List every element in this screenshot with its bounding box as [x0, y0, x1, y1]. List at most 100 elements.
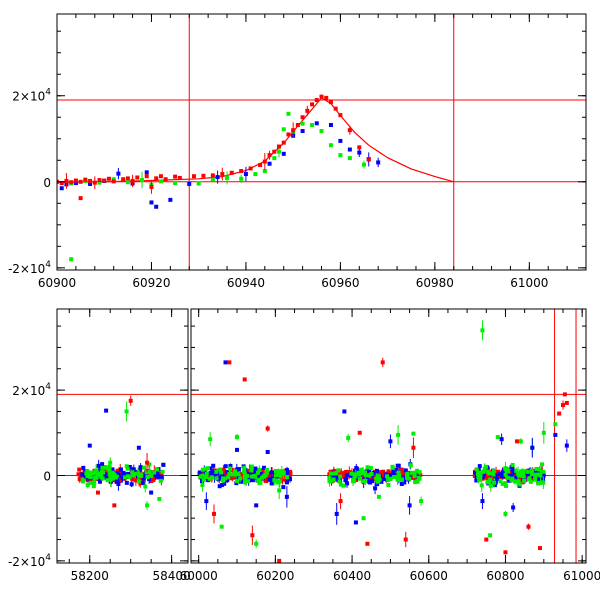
blue-band-point — [126, 471, 131, 476]
red-band-point — [288, 469, 293, 474]
green-band-point — [152, 470, 157, 475]
blue-band-point — [269, 470, 274, 475]
green-band-point — [249, 464, 254, 469]
blue-band-point — [218, 476, 223, 481]
red-band-point — [89, 477, 94, 482]
blue-point — [223, 360, 228, 365]
green-band-point — [111, 471, 116, 476]
green-point — [346, 435, 351, 440]
blue-band-point — [234, 481, 239, 486]
blue-point — [338, 138, 343, 143]
blue-band-point — [499, 474, 504, 479]
blue-band-point — [375, 482, 380, 487]
green-band-point — [365, 465, 370, 470]
bottom-axes-frame-0 — [56, 308, 189, 564]
green-band-point — [243, 476, 248, 481]
red-point — [97, 178, 102, 183]
blue-point — [87, 443, 92, 448]
bottom-plot-area-0 — [57, 393, 188, 510]
top-xtick-label: 60940 — [227, 276, 265, 290]
green-band-point — [204, 471, 209, 476]
blue-band-point — [197, 470, 202, 475]
red-point — [560, 403, 565, 408]
red-point — [411, 445, 416, 450]
green-band-point — [101, 470, 106, 475]
blue-point — [235, 447, 240, 452]
bottom-xtick-label: 58400 — [153, 569, 191, 583]
red-point — [557, 411, 562, 416]
green-band-point — [341, 483, 346, 488]
green-band-point — [487, 471, 492, 476]
green-point — [196, 181, 201, 186]
green-band-point — [160, 469, 165, 474]
green-band-point — [520, 469, 525, 474]
red-band-point — [530, 476, 535, 481]
green-band-point — [521, 474, 526, 479]
green-band-point — [223, 476, 228, 481]
blue-band-point — [533, 469, 538, 474]
red-point — [64, 178, 69, 183]
green-band-point — [357, 476, 362, 481]
red-band-point — [378, 472, 383, 477]
green-band-point — [503, 472, 508, 477]
green-band-point — [417, 470, 422, 475]
green-band-point — [510, 462, 515, 467]
green-band-point — [100, 476, 105, 481]
red-point — [564, 400, 569, 405]
red-point — [239, 169, 244, 174]
green-band-point — [397, 473, 402, 478]
green-band-point — [412, 470, 417, 475]
top-xtick-label: 60920 — [132, 276, 170, 290]
blue-band-point — [391, 472, 396, 477]
green-band-point — [529, 468, 534, 473]
green-band-point — [498, 479, 503, 484]
green-band-point — [474, 467, 479, 472]
blue-point — [59, 186, 64, 191]
green-band-point — [405, 471, 410, 476]
blue-band-point — [481, 473, 486, 478]
red-band-point — [149, 479, 154, 484]
green-band-point — [242, 480, 247, 485]
green-band-point — [516, 471, 521, 476]
green-point — [235, 435, 240, 440]
red-point — [310, 102, 315, 107]
green-band-point — [88, 474, 93, 479]
green-band-point — [386, 482, 391, 487]
green-band-point — [147, 462, 152, 467]
bottom-xtick-label: 60400 — [333, 569, 371, 583]
green-point — [419, 499, 424, 504]
red-band-point — [400, 471, 405, 476]
green-point — [124, 409, 129, 414]
red-point — [291, 128, 296, 133]
red-point — [258, 163, 263, 168]
blue-point — [553, 432, 558, 437]
blue-band-point — [269, 481, 274, 486]
red-point — [305, 108, 310, 113]
red-band-point — [369, 476, 374, 481]
blue-point — [265, 450, 270, 455]
green-band-point — [204, 474, 209, 479]
blue-point — [116, 171, 121, 176]
green-point — [276, 149, 281, 154]
green-point — [362, 162, 367, 167]
green-band-point — [142, 465, 147, 470]
green-band-point — [132, 471, 137, 476]
red-point — [324, 95, 329, 100]
green-band-point — [203, 466, 208, 471]
red-point — [78, 179, 83, 184]
green-band-point — [390, 465, 395, 470]
green-band-point — [478, 470, 483, 475]
green-band-point — [530, 472, 535, 477]
red-point — [128, 398, 133, 403]
red-point — [220, 172, 225, 177]
blue-point — [342, 409, 347, 414]
green-band-point — [328, 479, 333, 484]
blue-band-point — [252, 471, 257, 476]
green-band-point — [329, 471, 334, 476]
red-point — [328, 100, 333, 105]
blue-band-point — [124, 480, 129, 485]
blue-band-point — [403, 468, 408, 473]
blue-band-point — [379, 479, 384, 484]
green-band-point — [276, 470, 281, 475]
